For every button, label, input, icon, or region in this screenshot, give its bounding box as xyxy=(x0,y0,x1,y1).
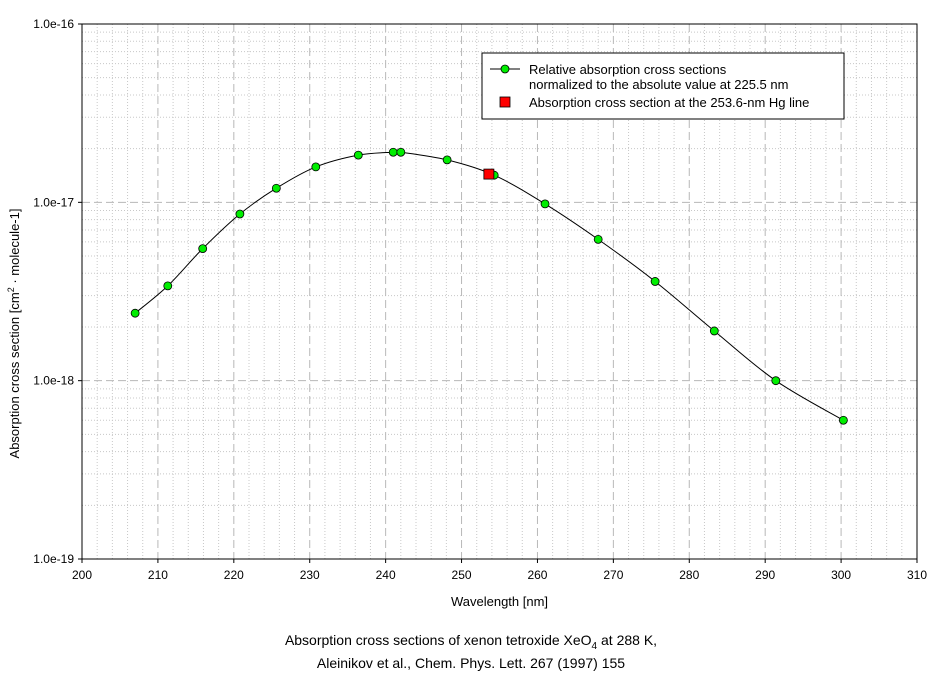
series-line xyxy=(134,151,844,421)
data-point xyxy=(353,150,363,160)
x-tick-label: 250 xyxy=(452,568,472,582)
x-tick-label: 200 xyxy=(72,568,92,582)
x-tick-label: 230 xyxy=(300,568,320,582)
y-label-superscript: 2 xyxy=(6,287,16,292)
legend-label: Absorption cross section at the 253.6-nm… xyxy=(529,95,809,110)
legend-square-icon xyxy=(499,96,511,108)
x-tick-label: 220 xyxy=(224,568,244,582)
y-tick-label: 1.0e-19 xyxy=(33,552,74,566)
data-point xyxy=(593,234,603,244)
data-point xyxy=(163,281,173,291)
data-point xyxy=(650,277,660,286)
x-tick-label: 300 xyxy=(831,568,851,582)
data-point xyxy=(838,415,848,425)
x-tick-label: 310 xyxy=(907,568,927,582)
y-label-text: Absorption cross section [cm xyxy=(7,292,22,458)
x-tick-label: 260 xyxy=(527,568,547,582)
x-tick-label: 270 xyxy=(603,568,623,582)
data-point xyxy=(396,147,406,157)
y-tick-label: 1.0e-17 xyxy=(33,195,74,209)
y-axis-label: Absorption cross section [cm2 · molecule… xyxy=(6,209,22,459)
x-tick-label: 210 xyxy=(148,568,168,582)
legend: Relative absorption cross sectionsnormal… xyxy=(481,52,845,120)
x-tick-label: 240 xyxy=(376,568,396,582)
x-tick-label: 280 xyxy=(679,568,699,582)
data-point xyxy=(388,147,398,157)
title-text-end: at 288 K, xyxy=(597,632,658,648)
data-point xyxy=(198,244,208,254)
title-subscript: 4 xyxy=(591,640,598,652)
x-axis-label: Wavelength [nm] xyxy=(451,594,548,609)
data-point xyxy=(130,308,140,318)
data-point xyxy=(771,376,781,386)
data-point xyxy=(235,209,245,219)
y-label-text-end: · molecule-1] xyxy=(7,209,22,288)
chart-title: Absorption cross sections of xenon tetro… xyxy=(0,632,942,652)
y-tick-label: 1.0e-18 xyxy=(33,374,74,388)
legend-circle-icon xyxy=(500,64,510,74)
legend-box xyxy=(481,52,845,120)
data-point xyxy=(271,183,281,193)
data-point xyxy=(709,326,719,336)
hg-line-point xyxy=(483,168,495,180)
legend-label: normalized to the absolute value at 225.… xyxy=(529,77,788,92)
y-tick-label: 1.0e-16 xyxy=(33,17,74,31)
title-text: Absorption cross sections of xenon tetro… xyxy=(284,632,592,648)
data-point xyxy=(540,199,550,209)
chart-subtitle: Aleinikov et al., Chem. Phys. Lett. 267 … xyxy=(316,655,626,671)
plot-frame xyxy=(81,23,918,560)
data-point xyxy=(311,162,321,172)
legend-label: Relative absorption cross sections xyxy=(529,62,727,77)
data-point xyxy=(442,155,452,165)
x-tick-label: 290 xyxy=(755,568,775,582)
